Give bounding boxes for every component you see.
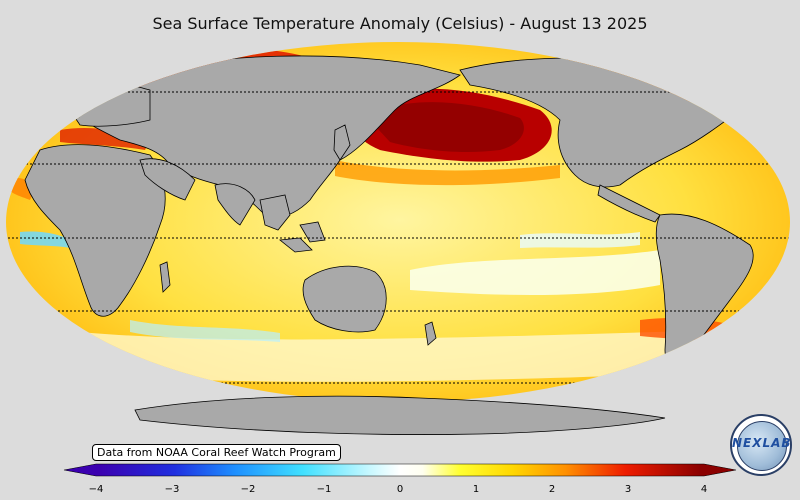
colorbar-tick-label: −1 (316, 484, 332, 495)
nexlab-globe-icon (737, 421, 787, 471)
colorbar-tick-label: 3 (624, 484, 632, 495)
colorbar-tick-label: 2 (548, 484, 556, 495)
land-masses (24, 42, 754, 402)
colorbar-tick-label: −3 (164, 484, 180, 495)
colorbar-tick-label: −2 (240, 484, 256, 495)
nexlab-logo: NEXLAB (730, 414, 792, 476)
colorbar-tick-label: 4 (700, 484, 708, 495)
colorbar-tick-label: 0 (396, 484, 404, 495)
map-title: Sea Surface Temperature Anomaly (Celsius… (152, 14, 648, 33)
colorbar-gradient (63, 463, 737, 477)
antarctica-land (134, 395, 666, 435)
data-source-note: Data from NOAA Coral Reef Watch Program (92, 444, 341, 461)
colorbar-tick-label: 1 (472, 484, 480, 495)
colorbar-tick-label: −4 (88, 484, 104, 495)
colorbar (63, 463, 737, 477)
logo-text: NEXLAB (732, 436, 792, 450)
ocean-field (6, 42, 790, 402)
